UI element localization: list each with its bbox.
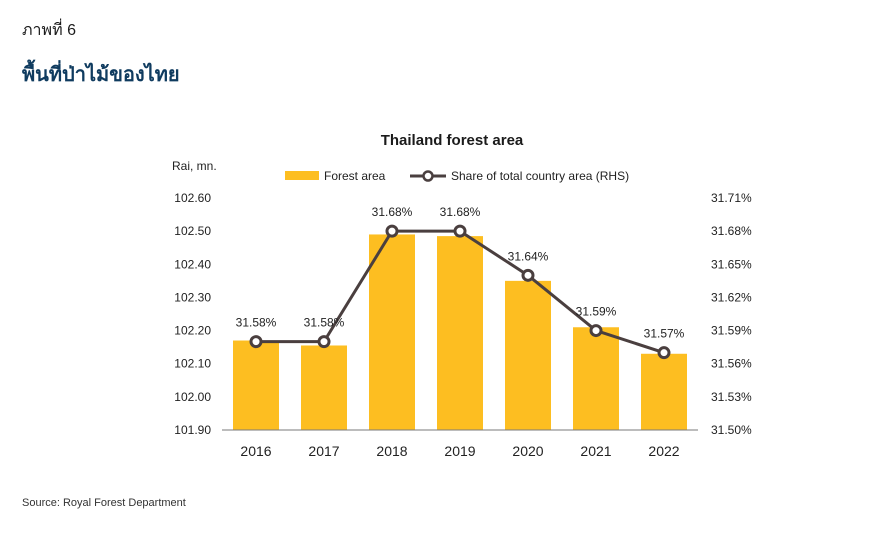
figure-number: ภาพที่ 6: [22, 22, 76, 39]
share-point-marker: [385, 224, 399, 238]
y-axis-unit-label: Rai, mn.: [172, 159, 217, 173]
left-axis-tick-label: 102.00: [174, 390, 211, 404]
forest-area-bars: [233, 234, 687, 430]
forest-area-bar: [641, 353, 687, 430]
x-axis-tick-label: 2016: [240, 443, 271, 459]
right-axis-tick-label: 31.59%: [711, 324, 752, 338]
x-axis-tick-label: 2022: [648, 443, 679, 459]
forest-area-bar: [505, 280, 551, 430]
share-line-series: [249, 224, 671, 360]
share-point-marker: [453, 224, 467, 238]
share-data-label: 31.59%: [576, 305, 617, 319]
share-data-label: 31.58%: [236, 316, 277, 330]
x-axis-tick-label: 2018: [376, 443, 407, 459]
forest-area-bar: [233, 340, 279, 430]
left-axis-tick-label: 102.10: [174, 357, 211, 371]
forest-area-bar: [437, 236, 483, 430]
x-axis-tick-label: 2017: [308, 443, 339, 459]
source-note: Source: Royal Forest Department: [22, 497, 186, 509]
share-point-marker: [317, 335, 331, 349]
right-axis-tick-label: 31.56%: [711, 357, 752, 371]
right-axis-tick-label: 31.65%: [711, 257, 752, 271]
right-axis-tick-label: 31.71%: [711, 191, 752, 205]
figure-title: พื้นที่ป่าไม้ของไทย: [22, 64, 180, 86]
share-data-labels: 31.58% 31.58% 31.68% 31.68% 31.64% 31.59% 31.5…: [236, 205, 685, 341]
share-point-marker: [589, 324, 603, 338]
x-axis-tick-label: 2020: [512, 443, 543, 459]
right-axis-tick-label: 31.68%: [711, 224, 752, 238]
left-axis-tick-label: 102.50: [174, 224, 211, 238]
x-axis-tick-label: 2019: [444, 443, 475, 459]
right-axis-ticks: 31.50% 31.53% 31.56% 31.59% 31.62% 31.65% 31.6…: [711, 191, 752, 437]
left-axis-tick-label: 102.40: [174, 257, 211, 271]
chart-legend: Forest area Share of total country area …: [285, 169, 629, 183]
legend-label-forest-area: Forest area: [324, 169, 386, 183]
forest-area-bar: [369, 234, 415, 430]
chart-title: Thailand forest area: [381, 132, 524, 149]
legend-swatch-forest-area: [285, 171, 319, 180]
legend-label-share: Share of total country area (RHS): [451, 169, 629, 183]
share-point-marker: [657, 346, 671, 360]
share-point-marker: [249, 335, 263, 349]
forest-area-bar: [573, 327, 619, 430]
left-axis-tick-label: 101.90: [174, 423, 211, 437]
right-axis-tick-label: 31.50%: [711, 423, 752, 437]
share-data-label: 31.58%: [304, 316, 345, 330]
x-axis-ticks: 2016 2017 2018 2019 2020 2021 2022: [240, 443, 679, 459]
share-data-label: 31.68%: [372, 205, 413, 219]
share-data-label: 31.64%: [508, 249, 549, 263]
share-data-label: 31.68%: [440, 205, 481, 219]
legend-marker-share: [422, 170, 434, 182]
left-axis-tick-label: 102.20: [174, 324, 211, 338]
forest-area-bar: [301, 345, 347, 430]
x-axis-tick-label: 2021: [580, 443, 611, 459]
left-axis-ticks: 101.90 102.00 102.10 102.20 102.30 102.40 102.…: [174, 191, 211, 437]
left-axis-tick-label: 102.30: [174, 290, 211, 304]
right-axis-tick-label: 31.62%: [711, 290, 752, 304]
share-data-label: 31.57%: [644, 327, 685, 341]
right-axis-tick-label: 31.53%: [711, 390, 752, 404]
share-point-marker: [521, 268, 535, 282]
left-axis-tick-label: 102.60: [174, 191, 211, 205]
